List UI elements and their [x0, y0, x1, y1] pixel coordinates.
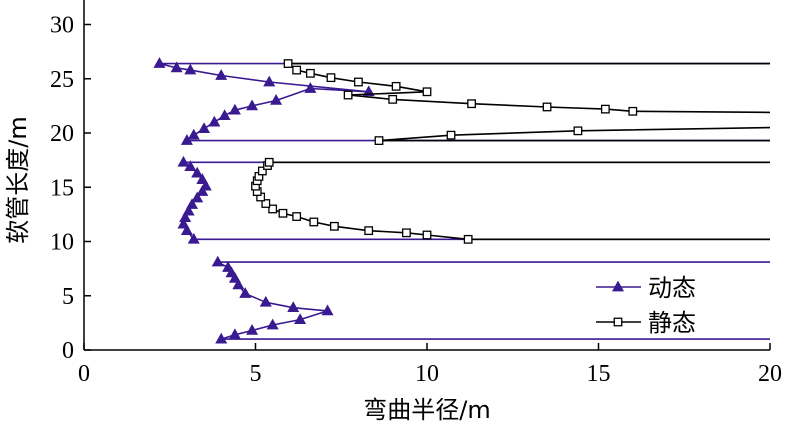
series-0-point-1-2	[180, 224, 193, 235]
series-0-point-1-5	[182, 204, 195, 216]
series-0-point-0-6	[321, 304, 334, 316]
series-1-point-2-1	[628, 106, 638, 116]
series-1-point-2-2	[600, 104, 610, 114]
x-tick-label-1: 5	[250, 361, 262, 387]
series-0-point-0-10	[232, 278, 245, 290]
series-0-point-2-9	[304, 82, 317, 93]
legend-label-0: 动态	[648, 274, 696, 302]
x-tick-label-3: 15	[587, 361, 611, 387]
series-1-point-2-10	[326, 73, 336, 83]
plot-area	[153, 57, 771, 344]
series-0-point-1-9	[199, 179, 212, 191]
series-0-point-2-15	[153, 57, 166, 68]
series-0-point-2-8	[270, 94, 283, 105]
series-0-point-0-13	[222, 261, 235, 272]
series-1-point-2-6	[343, 90, 353, 100]
series-0-point-0-4	[266, 318, 279, 330]
series-1-line-2	[287, 62, 771, 114]
y-axis-title: 软管长度/m	[4, 116, 32, 243]
x-tick-label-2: 10	[415, 361, 439, 387]
series-1-point-2-4	[467, 99, 476, 109]
series-0-point-2-4	[208, 115, 221, 127]
ticks: 0 5 10 15 20 0 5 10 15 20 25 30	[50, 13, 782, 388]
series-0-point-2-12	[215, 69, 228, 80]
series-1-point-0-18	[264, 157, 274, 167]
series-1-point-0-3	[402, 228, 411, 238]
series-0-point-2-7	[246, 99, 259, 111]
series-1-point-2-3	[542, 102, 552, 112]
series-0-point-0-2	[228, 328, 241, 340]
series-0	[153, 57, 770, 344]
series-0-point-0-12	[225, 266, 238, 278]
y-tick-label-0: 0	[62, 338, 74, 364]
x-tick-label-4: 20	[758, 361, 782, 387]
series-0-point-1-11	[191, 166, 204, 178]
series-0-point-1-1	[187, 232, 200, 244]
y-tick-label-5: 25	[50, 67, 74, 93]
y-tick-label-3: 15	[50, 175, 74, 201]
x-axis-title: 弯曲半径/m	[363, 396, 490, 424]
series-0-point-0-14	[211, 255, 224, 267]
series-1-point-1-3	[573, 126, 583, 136]
legend-marker-0	[611, 280, 625, 292]
series-0-point-0-9	[239, 287, 252, 298]
series-0-point-1-6	[186, 198, 199, 209]
series-1-point-2-13	[283, 59, 293, 68]
series-1-point-0-10	[261, 199, 271, 208]
series-0-point-1-10	[196, 173, 209, 184]
series-0-point-1-4	[179, 211, 192, 222]
series-0-point-0-3	[246, 324, 259, 335]
series-0-point-2-6	[228, 103, 241, 115]
series-1-point-0-7	[292, 212, 302, 221]
series-0-point-0-7	[287, 301, 300, 313]
series-0-point-2-5	[218, 109, 231, 120]
y-tick-label-4: 20	[50, 121, 74, 147]
y-tick-label-2: 10	[50, 230, 74, 256]
series-0-point-0-8	[259, 295, 272, 307]
legend-marker-1	[613, 317, 623, 327]
series-0-point-1-13	[177, 155, 190, 167]
series-0-point-2-13	[184, 63, 197, 75]
series-1-point-2-5	[388, 94, 398, 104]
series-0-point-0-1	[215, 332, 228, 344]
series-1-point-0-5	[329, 221, 339, 231]
series-0-point-2-2	[187, 128, 200, 140]
series-0-point-2-11	[263, 75, 276, 87]
series-0-point-1-8	[196, 185, 209, 196]
series-1-point-2-12	[292, 65, 302, 75]
y-tick-label-6: 30	[50, 13, 74, 39]
x-tick-label-0: 0	[78, 361, 90, 387]
y-tick-label-1: 5	[62, 284, 74, 310]
series-1-point-0-9	[268, 204, 278, 214]
series-0-line-1	[182, 161, 770, 241]
series-1-point-2-7	[422, 87, 432, 97]
series-1-point-0-4	[364, 226, 374, 236]
series-1-point-0-6	[309, 217, 319, 227]
series-0-point-0-5	[294, 313, 307, 324]
series-0-point-2-14	[170, 61, 183, 73]
series-1-point-0-16	[257, 166, 267, 176]
series-1-point-0-1	[463, 234, 473, 244]
series-1-point-2-8	[391, 81, 401, 91]
series-0-point-1-3	[177, 217, 190, 229]
series-0-point-0-11	[228, 271, 241, 283]
series-0-point-2-3	[198, 122, 211, 133]
series-1-point-0-8	[278, 208, 288, 218]
series-1-point-2-11	[305, 68, 315, 78]
series-0-point-2-1	[180, 134, 193, 145]
series-1-point-1-1	[374, 136, 384, 145]
series-1-point-2-9	[353, 77, 363, 87]
series-0-point-1-7	[191, 191, 204, 203]
series-1	[251, 59, 771, 244]
series-1-point-1-2	[446, 130, 456, 140]
legend-label-1: 静态	[648, 309, 696, 337]
series-1-point-0-2	[422, 230, 432, 240]
